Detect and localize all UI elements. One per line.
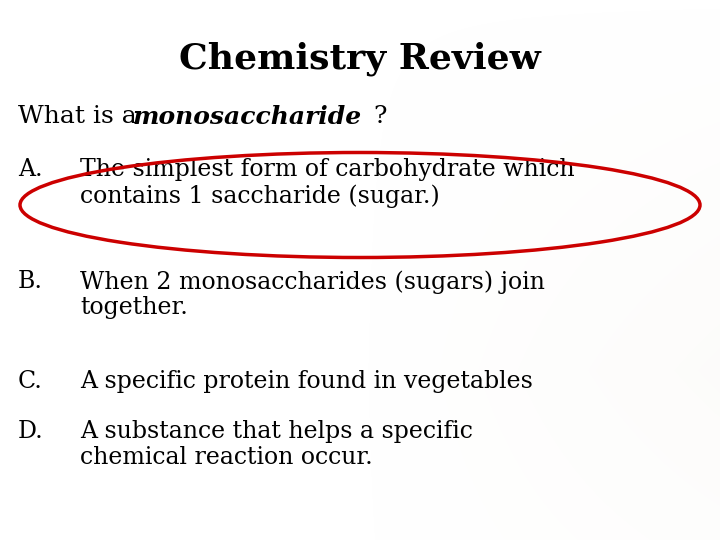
Text: A specific protein found in vegetables: A specific protein found in vegetables [80,370,533,393]
Text: A.: A. [18,158,42,181]
Text: contains 1 saccharide (sugar.): contains 1 saccharide (sugar.) [80,184,440,207]
Text: ?: ? [373,105,387,128]
Text: Chemistry Review: Chemistry Review [179,42,541,77]
Text: The simplest form of carbohydrate which: The simplest form of carbohydrate which [80,158,575,181]
Text: together.: together. [80,296,188,319]
Text: When 2 monosaccharides (sugars) join: When 2 monosaccharides (sugars) join [80,270,545,294]
Text: What is a: What is a [18,105,145,128]
Text: monosaccharide: monosaccharide [133,105,362,129]
Text: A substance that helps a specific: A substance that helps a specific [80,420,473,443]
Text: B.: B. [18,270,43,293]
Text: chemical reaction occur.: chemical reaction occur. [80,446,373,469]
Text: D.: D. [18,420,44,443]
Text: C.: C. [18,370,43,393]
